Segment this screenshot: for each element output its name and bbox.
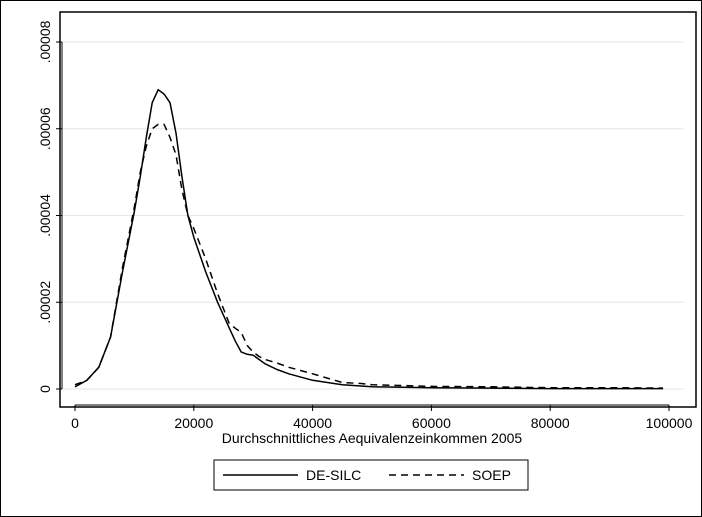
- x-tick-label: 100000: [646, 415, 693, 431]
- x-tick-label: 20000: [174, 415, 213, 431]
- x-tick-label: 80000: [531, 415, 570, 431]
- series-line-soep: [74, 123, 664, 389]
- plot-frame: [59, 11, 697, 408]
- x-tick-label: 0: [71, 415, 79, 431]
- y-tick-label: .00004: [37, 194, 53, 237]
- legend: DE-SILC SOEP: [213, 459, 529, 491]
- x-tick-label: 40000: [293, 415, 332, 431]
- legend-label-de-silc: DE-SILC: [306, 467, 361, 483]
- x-tick-label: 60000: [412, 415, 451, 431]
- y-ticks: 0 .00002 .00004 .00006 .00008: [37, 20, 62, 393]
- legend-box: [213, 459, 529, 491]
- y-tick-label: .00006: [37, 107, 53, 150]
- series-line-de-silc: [74, 88, 664, 390]
- y-tick-label: .00008: [37, 20, 53, 63]
- y-tick-label: .00002: [37, 281, 53, 324]
- x-axis-label: Durchschnittliches Aequivalenzeinkommen …: [222, 430, 523, 446]
- series-layer: [74, 88, 664, 390]
- x-ticks: 0 20000 40000 60000 80000 100000: [71, 405, 693, 431]
- y-tick-label: 0: [37, 385, 53, 393]
- legend-label-soep: SOEP: [472, 467, 511, 483]
